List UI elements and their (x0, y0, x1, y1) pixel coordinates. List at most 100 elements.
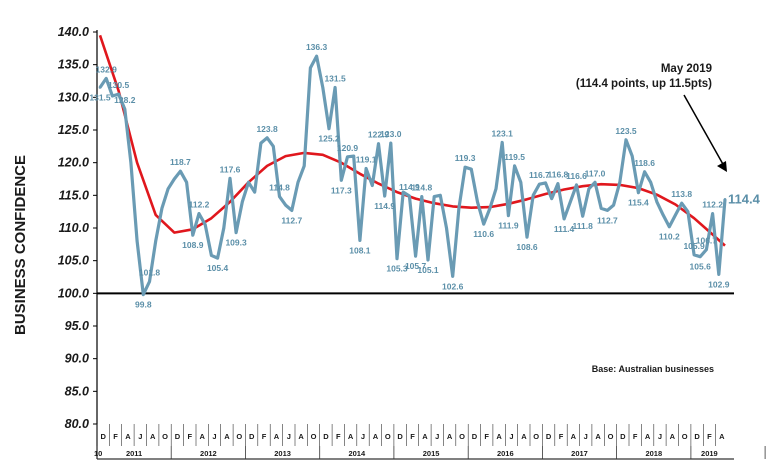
data-point (686, 210, 690, 213)
data-point (637, 191, 640, 194)
data-point (111, 94, 114, 98)
data-label: 105.3 (386, 264, 408, 274)
year-label: 2012 (200, 449, 217, 458)
data-point (451, 275, 455, 278)
data-point (463, 165, 467, 169)
data-point (191, 233, 195, 237)
month-tick-label: F (188, 432, 193, 441)
data-point (228, 177, 232, 180)
data-point (581, 214, 584, 218)
data-point (439, 194, 442, 197)
data-point (222, 226, 226, 230)
data-point (173, 177, 176, 181)
annotation: May 2019 (114.4 points, up 11.5pts) (576, 63, 727, 172)
last-value-label: 114.4 (728, 191, 761, 206)
month-tick-label: D (546, 432, 552, 441)
data-point (426, 258, 430, 262)
data-label: 105.1 (417, 265, 439, 275)
data-label: 111.4 (554, 224, 575, 234)
data-label: 114.8 (411, 183, 432, 193)
data-label: 117.6 (220, 164, 241, 174)
data-label: 111.9 (498, 221, 519, 231)
data-point (593, 181, 597, 184)
data-point (723, 198, 727, 201)
data-point (247, 181, 250, 184)
data-point (210, 254, 213, 257)
month-tick-label: A (571, 432, 577, 441)
month-tick-label: F (113, 432, 118, 441)
month-tick-label: A (670, 432, 676, 441)
annotation-arrowhead (717, 161, 727, 172)
data-point (711, 212, 714, 215)
month-tick-label: D (323, 432, 329, 441)
data-label: 102.6 (442, 281, 464, 291)
data-point (488, 207, 492, 210)
data-point (655, 200, 659, 204)
data-label: 118.7 (170, 157, 191, 167)
data-point (166, 187, 170, 191)
data-point (705, 248, 708, 251)
data-label: 114.9 (374, 201, 395, 211)
y-tick-label: 140.0 (58, 25, 89, 39)
year-label: 2015 (423, 449, 440, 458)
data-point (234, 231, 238, 234)
data-point (513, 164, 516, 168)
year-label: 2016 (497, 449, 514, 458)
month-tick-label: A (595, 432, 601, 441)
month-tick-label: A (645, 432, 651, 441)
data-point (457, 207, 461, 210)
data-point (649, 181, 652, 184)
month-tick-label: J (287, 432, 291, 441)
month-tick-label: A (521, 432, 527, 441)
data-label: 105.4 (207, 263, 229, 273)
month-tick-label: D (175, 432, 181, 441)
y-tick-label: 105.0 (58, 254, 89, 268)
year-label: 2013 (274, 449, 291, 458)
data-point (358, 239, 362, 242)
month-tick-label: J (509, 432, 513, 441)
data-point (408, 194, 411, 198)
data-point (500, 141, 504, 144)
data-point (395, 257, 399, 261)
month-tick-label: F (633, 432, 638, 441)
y-axis-label: BUSINESS CONFIDENCE (12, 155, 29, 335)
y-tick-label: 85.0 (65, 384, 89, 398)
data-point (544, 181, 547, 185)
month-tick-label: J (138, 432, 142, 441)
data-label: 112.2 (189, 200, 210, 210)
data-point (389, 141, 393, 145)
month-tick-label: J (584, 432, 588, 441)
data-point (259, 141, 263, 145)
month-tick-label: J (212, 432, 216, 441)
data-point (612, 203, 615, 207)
data-label: 116.7 (529, 170, 550, 180)
data-label: 122.9 (368, 130, 390, 140)
year-label: 2011 (126, 449, 142, 458)
month-tick-label: O (385, 432, 391, 441)
data-point (278, 195, 281, 198)
data-label: 112.7 (597, 215, 618, 225)
annotation-line-1: May 2019 (661, 63, 712, 75)
y-tick-label: 130.0 (58, 90, 89, 104)
data-point (377, 142, 380, 145)
data-label: 128.2 (114, 95, 136, 105)
month-tick-label: J (361, 432, 365, 441)
data-point (265, 136, 269, 140)
data-point (197, 212, 201, 215)
data-label: 105.7 (405, 261, 427, 271)
data-point (587, 187, 591, 191)
month-tick-label: F (336, 432, 341, 441)
y-tick-label: 120.0 (58, 156, 89, 170)
data-label: 125.2 (318, 134, 340, 144)
data-point (129, 161, 133, 164)
y-tick-label: 110.0 (59, 221, 89, 235)
data-point (556, 182, 560, 185)
data-label: 114.9 (399, 182, 420, 192)
data-point (476, 200, 479, 204)
data-point (203, 223, 207, 226)
data-point (507, 214, 510, 217)
y-tick-label: 115.0 (59, 188, 89, 202)
month-tick-label: D (472, 432, 478, 441)
